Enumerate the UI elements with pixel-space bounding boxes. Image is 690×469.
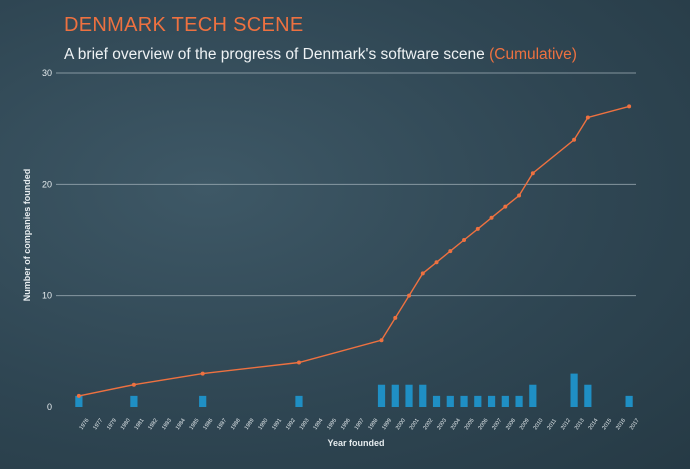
- bar-2009: [515, 395, 523, 407]
- point-1986: [200, 371, 205, 376]
- bar-1976: [75, 395, 83, 407]
- y-tick-0: 0: [47, 402, 52, 412]
- bar-1986: [199, 395, 207, 407]
- x-tick-1995: 1995: [326, 418, 338, 431]
- x-tick-2005: 2005: [464, 418, 476, 431]
- bar-2000: [391, 384, 399, 407]
- cumulative-line: [78, 105, 630, 397]
- x-tick-2012: 2012: [560, 418, 572, 431]
- point-2005: [462, 238, 467, 242]
- y-tick-labels: 0 10 20 30: [42, 68, 52, 412]
- bar-1993: [295, 395, 303, 407]
- x-tick-1991: 1991: [271, 418, 283, 431]
- x-tick-2017: 2017: [629, 418, 641, 431]
- point-1981: [131, 382, 136, 387]
- bar-2001: [405, 384, 413, 407]
- subtitle-text: A brief overview of the progress of Denm…: [64, 46, 485, 63]
- point-2014: [585, 115, 590, 120]
- bar-2003: [432, 395, 441, 407]
- point-2008: [503, 204, 508, 209]
- bar-2002: [419, 384, 427, 407]
- point-2001: [407, 293, 412, 298]
- point-2017: [627, 104, 632, 109]
- point-2000: [393, 315, 398, 320]
- x-tick-2015: 2015: [601, 418, 613, 431]
- bar-1999: [377, 384, 386, 407]
- subtitle-accent: (Cumulative): [489, 46, 577, 63]
- bar-2007: [487, 395, 496, 407]
- x-tick-2011: 2011: [546, 418, 558, 431]
- point-2009: [517, 193, 522, 198]
- x-tick-1984: 1984: [175, 418, 187, 431]
- x-tick-1988: 1988: [230, 418, 242, 431]
- x-tick-2008: 2008: [505, 418, 517, 431]
- point-1993: [296, 360, 301, 365]
- x-tick-1980: 1980: [120, 418, 132, 431]
- x-tick-labels: 1976 1977 1979 1980 1981 1982 1983 1984 1985 1986…: [79, 418, 641, 431]
- x-tick-2002: 2002: [423, 418, 435, 431]
- bar-2005: [460, 395, 468, 407]
- bar-2017: [625, 395, 633, 407]
- bar-2013: [570, 373, 578, 407]
- point-2002: [420, 271, 425, 276]
- grid-lines: [56, 72, 636, 297]
- x-tick-1982: 1982: [147, 418, 159, 431]
- point-2006: [475, 226, 480, 231]
- x-tick-2004: 2004: [450, 418, 462, 431]
- bar-2004: [446, 395, 454, 407]
- bar-2006: [474, 395, 482, 407]
- x-axis-label: Year founded: [327, 438, 384, 448]
- x-tick-2014: 2014: [588, 418, 600, 431]
- x-tick-1976: 1976: [79, 418, 91, 431]
- x-tick-1977: 1977: [92, 418, 104, 431]
- x-tick-1979: 1979: [106, 418, 118, 431]
- chart-subtitle: A brief overview of the progress of Denm…: [64, 46, 577, 64]
- point-2007: [489, 215, 494, 220]
- x-tick-2016: 2016: [615, 418, 627, 431]
- x-tick-2010: 2010: [533, 418, 545, 431]
- chart-title: DENMARK TECH SCENE: [64, 14, 304, 36]
- y-tick-30: 30: [42, 68, 52, 78]
- x-tick-2003: 2003: [436, 418, 448, 431]
- x-tick-1989: 1989: [244, 418, 256, 431]
- x-tick-1994: 1994: [312, 418, 324, 431]
- y-tick-10: 10: [42, 291, 52, 301]
- x-tick-1983: 1983: [161, 418, 173, 431]
- point-2004: [448, 249, 453, 254]
- point-1999: [379, 338, 384, 343]
- x-tick-1999: 1999: [381, 418, 393, 431]
- bar-series: [75, 373, 633, 407]
- x-tick-1987: 1987: [216, 418, 228, 431]
- bar-2008: [501, 395, 509, 407]
- x-tick-1996: 1996: [340, 418, 352, 431]
- x-tick-2007: 2007: [491, 418, 503, 431]
- x-tick-2009: 2009: [519, 418, 531, 431]
- x-tick-1993: 1993: [299, 418, 311, 431]
- bar-1981: [130, 395, 138, 407]
- x-tick-2006: 2006: [478, 418, 490, 431]
- point-2013: [572, 137, 577, 142]
- bar-2010: [529, 384, 537, 407]
- point-2003: [434, 260, 439, 265]
- x-tick-2000: 2000: [395, 418, 407, 431]
- x-tick-1990: 1990: [257, 418, 269, 431]
- y-axis-label: Number of companies founded: [22, 169, 32, 302]
- x-tick-1997: 1997: [354, 418, 366, 431]
- point-1976: [76, 393, 81, 398]
- x-tick-2001: 2001: [409, 418, 421, 431]
- x-tick-1986: 1986: [202, 418, 214, 431]
- x-tick-1992: 1992: [285, 418, 297, 431]
- x-tick-1985: 1985: [189, 418, 201, 431]
- x-tick-1998: 1998: [367, 418, 379, 431]
- y-tick-20: 20: [42, 179, 52, 189]
- bar-2014: [584, 384, 592, 407]
- x-tick-1981: 1981: [134, 418, 146, 431]
- x-tick-2013: 2013: [574, 418, 586, 431]
- line-series: [76, 104, 632, 398]
- point-2010: [530, 171, 535, 176]
